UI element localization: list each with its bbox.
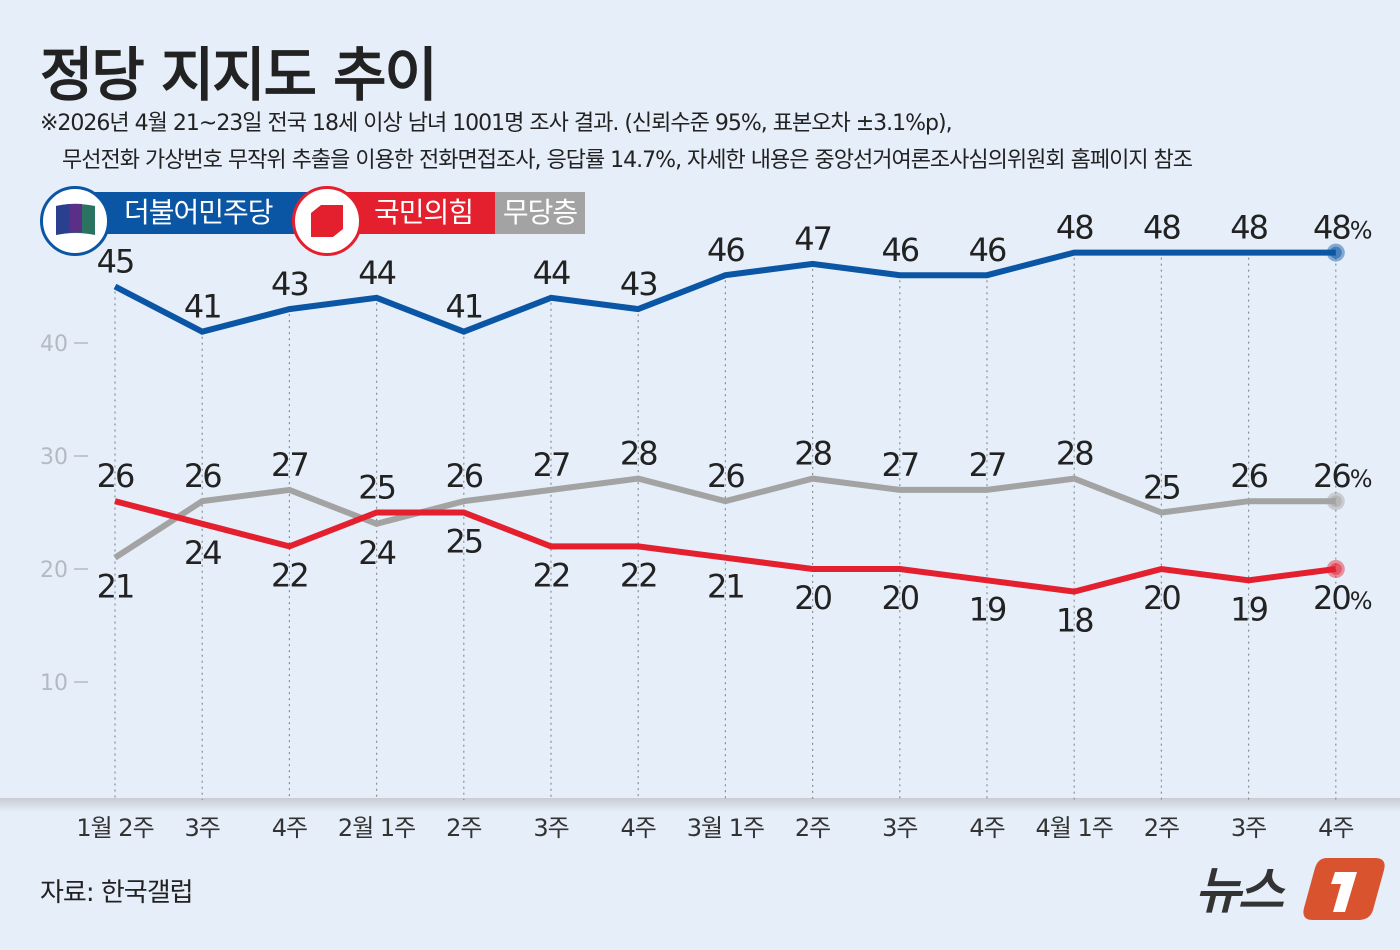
end-marker-inner [1329,495,1342,508]
data-label: 44 [533,254,570,292]
data-label: 46 [707,231,744,269]
svg-text:뉴스: 뉴스 [1195,862,1286,920]
data-label: 21 [707,568,744,606]
legend-democratic: 더불어민주당 [80,192,320,234]
series-line-0 [113,249,1336,335]
y-tick-label: 30 [40,445,68,470]
data-label: 43 [271,265,308,303]
data-label: 24 [358,534,395,572]
data-label: 44 [358,254,395,292]
data-label: 46 [969,231,1006,269]
page-title: 정당 지지도 추이 [40,41,438,109]
data-label: 21 [97,568,134,606]
data-label: 28 [620,435,657,473]
y-tick-label: 20 [40,558,68,583]
x-tick-label: 2주 [795,814,830,842]
x-tick-label: 3주 [882,814,917,842]
data-label: 22 [620,556,657,594]
data-label: 22 [271,556,308,594]
data-label: 41 [184,288,221,326]
data-label: 22 [533,556,570,594]
data-label: 28 [1056,435,1093,473]
legend-independent: 무당층 [495,192,585,234]
x-tick-label: 3주 [533,814,568,842]
series-line-1 [114,498,1337,595]
data-label: 43 [620,265,657,303]
ppp-logo-icon [292,186,362,256]
survey-note-line2: 무선전화 가상번호 무작위 추출을 이용한 전화면접조사, 응답률 14.7%,… [62,148,1193,173]
data-label: 25 [445,523,482,561]
data-label: 25 [358,469,395,507]
data-label: 48 [1056,209,1093,247]
data-label: 26 [707,457,744,495]
x-tick-label: 3월 1주 [687,814,764,842]
data-label: 26 [445,457,482,495]
data-label: 26% [1313,457,1372,495]
x-tick-label: 2주 [1144,814,1179,842]
y-tick-label: 40 [40,332,68,357]
data-label: 26 [97,457,134,495]
data-label: 20 [794,579,831,617]
news1-logo: 뉴스 [1195,850,1390,925]
x-tick-label: 4주 [621,814,656,842]
data-label: 27 [533,446,570,484]
data-label: 48% [1313,209,1372,247]
x-tick-label: 4월 1주 [1036,814,1113,842]
source-label: 자료: 한국갤럽 [40,878,194,908]
data-label: 48 [1230,209,1267,247]
x-axis-band [0,798,1400,812]
data-label: 18 [1056,602,1093,640]
x-tick-label: 4주 [272,814,307,842]
data-label: 26 [184,457,221,495]
series-line-2 [113,475,1336,561]
x-tick-label: 3주 [1231,814,1266,842]
data-label: 46 [881,231,918,269]
data-label: 47 [794,220,831,258]
data-label: 27 [881,446,918,484]
data-label: 27 [969,446,1006,484]
x-tick-label: 4주 [1318,814,1353,842]
data-label: 19 [1230,590,1267,628]
x-tick-label: 1월 2주 [76,814,153,842]
end-marker-inner [1329,246,1342,259]
data-label: 24 [184,534,221,572]
end-marker-inner [1329,563,1342,575]
survey-note-line1: ※2026년 4월 21~23일 전국 18세 이상 남녀 1001명 조사 결… [40,111,953,136]
data-label: 25 [1143,469,1180,507]
data-label: 45 [97,243,134,281]
x-tick-label: 3주 [185,814,220,842]
x-tick-label: 4주 [969,814,1004,842]
data-label: 20 [881,579,918,617]
data-label: 20 [1143,579,1180,617]
data-label: 20% [1313,579,1372,617]
data-label: 27 [271,446,308,484]
democratic-flag-icon [40,186,110,256]
data-label: 19 [969,590,1006,628]
data-label: 48 [1143,209,1180,247]
x-tick-label: 2월 1주 [338,814,415,842]
y-tick-label: 10 [40,671,68,696]
data-label: 41 [445,288,482,326]
data-label: 28 [794,435,831,473]
x-tick-label: 2주 [446,814,481,842]
data-label: 26 [1230,457,1267,495]
